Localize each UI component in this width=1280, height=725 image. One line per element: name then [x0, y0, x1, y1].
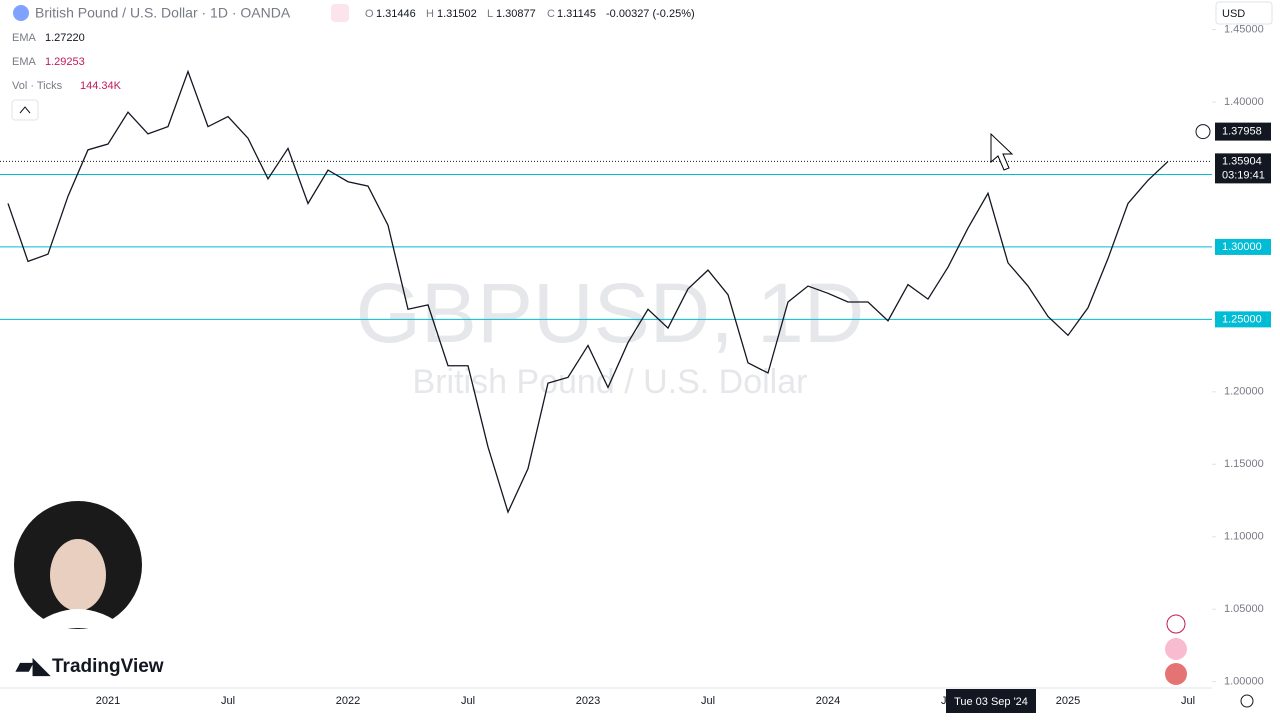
- indicator-value: 1.29253: [45, 56, 85, 68]
- webcam-face: [50, 539, 106, 611]
- x-tick-label: 2021: [96, 695, 120, 707]
- y-tick-label: 1.40000: [1224, 96, 1264, 108]
- collapse-icon: [19, 106, 31, 114]
- crosshair-price: 1.37958: [1222, 126, 1262, 138]
- indicator-value: 144.34K: [80, 80, 122, 92]
- y-tick-label: 1.15000: [1224, 458, 1264, 470]
- x-tick-label: Jul: [221, 695, 235, 707]
- crosshair-price-box: [1215, 122, 1271, 141]
- x-tick-label: Jul: [701, 695, 715, 707]
- brand: TradingView: [52, 656, 164, 677]
- x-tick-label: Jul: [1181, 695, 1195, 707]
- current-price: 1.35904: [1222, 155, 1262, 167]
- crosshair-date-box: [946, 689, 1036, 713]
- x-tick-label: 2022: [336, 695, 360, 707]
- high: 1.31502: [437, 8, 477, 20]
- currency-button[interactable]: [1215, 1, 1273, 25]
- crosshair-date: Tue 03 Sep '24: [954, 696, 1028, 708]
- low-label: L: [487, 8, 493, 20]
- level-label-box: [1215, 238, 1271, 255]
- x-tick-label: Jul: [461, 695, 475, 707]
- low: 1.30877: [496, 8, 536, 20]
- flag-icon[interactable]: [1165, 638, 1187, 660]
- close: 1.31145: [557, 8, 596, 20]
- currency[interactable]: USD: [1222, 8, 1245, 20]
- settings-icon[interactable]: [1240, 694, 1254, 708]
- webcam-shirt: [30, 609, 126, 628]
- level-label-box: [1215, 311, 1271, 328]
- y-tick-label: 1.00000: [1224, 676, 1264, 688]
- brand-logo: ▰◣: [15, 653, 51, 678]
- indicator-name: EMA: [12, 56, 37, 68]
- close-label: C: [547, 8, 555, 20]
- alert-icon[interactable]: [331, 4, 349, 22]
- plot: 1.00000 1.05000 1.10000 1.15000 1.20000 1.400…: [0, 23, 1271, 707]
- flag-icon[interactable]: [1165, 663, 1187, 685]
- y-tick-label: 1.45000: [1224, 23, 1264, 35]
- open: 1.31446: [376, 8, 416, 20]
- x-tick-label: 2024: [816, 695, 840, 707]
- collapse-button[interactable]: [11, 99, 39, 121]
- level-label: 1.25000: [1222, 313, 1262, 325]
- price-line: [7, 69, 1169, 514]
- y-tick-label: 1.20000: [1224, 386, 1264, 398]
- mouse-cursor: [990, 132, 1014, 171]
- y-tick-label: 1.05000: [1224, 603, 1264, 615]
- indicator-name: EMA: [12, 32, 37, 44]
- open-label: O: [365, 8, 374, 20]
- current-price-box: [1215, 153, 1271, 184]
- event-icon[interactable]: [1166, 614, 1186, 634]
- symbol[interactable]: British Pound / U.S. Dollar · 1D · OANDA: [35, 5, 291, 21]
- add-alert-button[interactable]: [1195, 124, 1211, 140]
- change: -0.00327 (-0.25%): [606, 8, 695, 20]
- indicator-name: Vol · Ticks: [12, 80, 63, 92]
- x-tick-label: 2023: [576, 695, 600, 707]
- symbol-flag: [13, 5, 29, 21]
- x-tick-label: 2025: [1056, 695, 1080, 707]
- y-tick-label: 1.10000: [1224, 531, 1264, 543]
- watermark-symbol: GBPUSD, 1D: [356, 266, 865, 360]
- level-label: 1.30000: [1222, 241, 1262, 253]
- countdown: 03:19:41: [1222, 169, 1265, 181]
- indicator-value: 1.27220: [45, 32, 85, 44]
- high-label: H: [426, 8, 434, 20]
